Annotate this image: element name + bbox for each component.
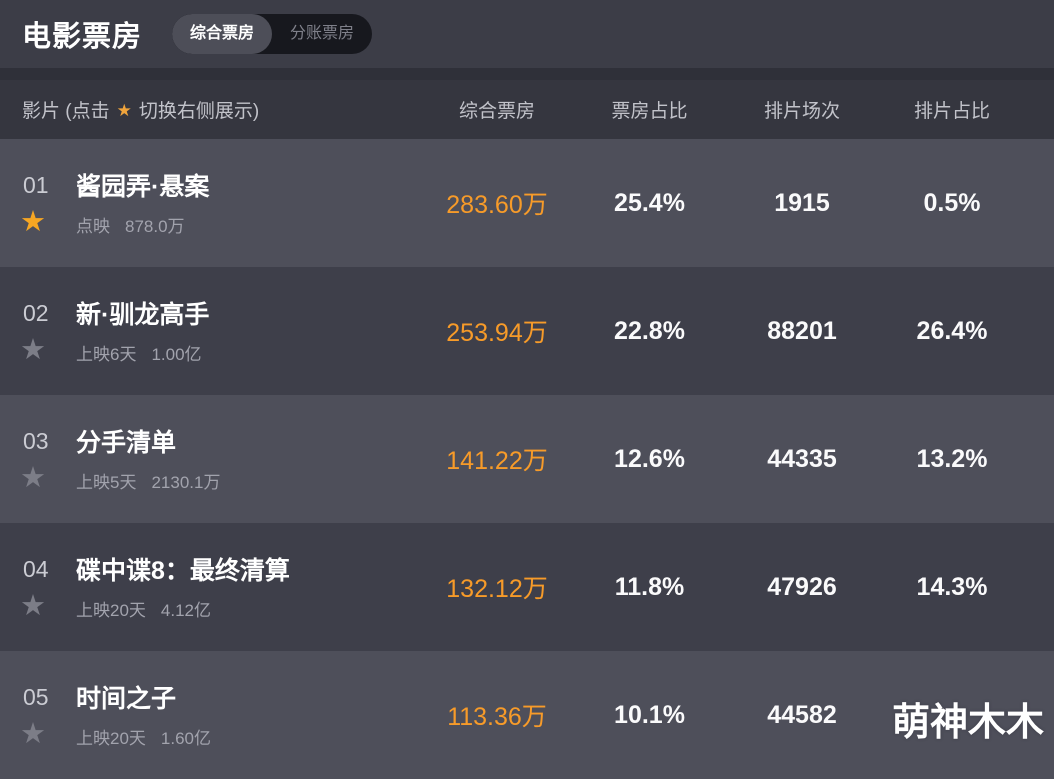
column-header-screenings: 排片场次 <box>763 101 840 122</box>
cell-screening-share: 0.5% <box>923 188 981 217</box>
table-row[interactable]: 03 ★ 分手清单 上映5天 2130.1万 141.22万 12.6% 443… <box>0 395 1054 523</box>
film-title: 新·驯龙高手 <box>76 300 210 329</box>
star-icon: ★ <box>116 101 132 120</box>
rank-label: 01 <box>23 172 49 198</box>
star-toggle-icon[interactable]: ★ <box>20 718 46 750</box>
column-header-film: 影片 (点击 ★ 切换右侧展示) <box>0 96 422 123</box>
cell-box-office: 253.94万 <box>446 319 548 347</box>
cell-box-share: 22.8% <box>614 316 685 345</box>
rank-label: 03 <box>23 428 49 454</box>
film-cell: 03 ★ 分手清单 上映5天 2130.1万 <box>0 425 422 493</box>
cell-box-office: 132.12万 <box>446 575 548 603</box>
release-status: 上映20天 <box>76 728 146 748</box>
column-header-box-office: 综合票房 <box>458 101 535 122</box>
film-info: 酱园弄·悬案 点映 878.0万 <box>76 170 209 237</box>
tab-composite-box-office[interactable]: 综合票房 <box>172 14 273 54</box>
cell-screening-share: 26.4% <box>916 316 988 345</box>
box-office-type-toggle: 综合票房 分账票房 <box>172 14 373 54</box>
total-gross: 878.0万 <box>125 216 185 236</box>
cell-screenings: 1915 <box>774 188 830 217</box>
rank-star-block: 03 ★ <box>20 425 76 493</box>
cell-box-office: 283.60万 <box>446 191 548 219</box>
cell-box-share: 11.8% <box>614 572 685 601</box>
rank-star-block: 05 ★ <box>20 681 76 749</box>
film-info: 新·驯龙高手 上映6天 1.00亿 <box>76 298 209 365</box>
release-status: 上映6天 <box>76 344 137 364</box>
column-header-screening-share: 排片占比 <box>913 101 990 122</box>
release-status: 上映5天 <box>76 472 137 492</box>
film-cell: 05 ★ 时间之子 上映20天 1.60亿 <box>0 681 422 749</box>
cell-box-share: 25.4% <box>614 188 685 217</box>
cell-box-office: 141.22万 <box>446 447 548 475</box>
cell-box-office: 113.36万 <box>447 703 547 731</box>
cell-screenings: 47926 <box>767 572 837 601</box>
cell-box-share: 10.1% <box>614 700 685 729</box>
star-toggle-icon[interactable]: ★ <box>20 206 46 238</box>
film-title: 分手清单 <box>76 428 177 457</box>
film-header-text-pre: 影片 (点击 <box>22 101 110 122</box>
film-cell: 04 ★ 碟中谍8：最终清算 上映20天 4.12亿 <box>0 553 422 621</box>
cell-screening-share: 13.2% <box>916 444 988 473</box>
film-title: 碟中谍8：最终清算 <box>76 556 290 585</box>
cell-screenings: 44582 <box>767 700 837 729</box>
table-row[interactable]: 02 ★ 新·驯龙高手 上映6天 1.00亿 253.94万 22.8% 882… <box>0 267 1054 395</box>
film-title: 时间之子 <box>76 684 177 713</box>
total-gross: 1.60亿 <box>160 728 212 748</box>
film-info: 分手清单 上映5天 2130.1万 <box>76 426 220 493</box>
release-status: 点映 <box>76 216 110 236</box>
film-header-text-post: 切换右侧展示) <box>138 101 260 122</box>
rank-label: 02 <box>23 300 49 326</box>
tab-split-box-office[interactable]: 分账票房 <box>272 14 372 54</box>
header-divider <box>0 68 1054 80</box>
table-row[interactable]: 01 ★ 酱园弄·悬案 点映 878.0万 283.60万 25.4% 1915… <box>0 139 1054 267</box>
rank-star-block: 01 ★ <box>20 169 76 237</box>
cell-screenings: 44335 <box>767 444 837 473</box>
total-gross: 4.12亿 <box>160 600 212 620</box>
star-toggle-icon[interactable]: ★ <box>20 590 46 622</box>
release-status: 上映20天 <box>76 600 146 620</box>
table-header: 影片 (点击 ★ 切换右侧展示) 综合票房 票房占比 排片场次 排片占比 <box>0 80 1054 139</box>
page-title: 电影票房 <box>22 21 143 53</box>
rank-label: 05 <box>23 684 49 710</box>
star-toggle-icon[interactable]: ★ <box>20 334 46 366</box>
total-gross: 1.00亿 <box>151 344 202 364</box>
page-header: 电影票房 综合票房 分账票房 <box>0 0 1054 68</box>
film-cell: 02 ★ 新·驯龙高手 上映6天 1.00亿 <box>0 297 422 365</box>
table-row[interactable]: 05 ★ 时间之子 上映20天 1.60亿 113.36万 10.1% 4458… <box>0 651 1054 779</box>
table-row[interactable]: 04 ★ 碟中谍8：最终清算 上映20天 4.12亿 132.12万 11.8%… <box>0 523 1054 651</box>
cell-screening-share: 14.3% <box>916 572 988 601</box>
film-info: 碟中谍8：最终清算 上映20天 4.12亿 <box>76 554 290 621</box>
cell-screenings: 88201 <box>767 316 837 345</box>
star-toggle-icon[interactable]: ★ <box>20 462 46 494</box>
total-gross: 2130.1万 <box>151 472 221 492</box>
rank-star-block: 04 ★ <box>20 553 76 621</box>
film-title: 酱园弄·悬案 <box>76 172 210 201</box>
rank-star-block: 02 ★ <box>20 297 76 365</box>
film-cell: 01 ★ 酱园弄·悬案 点映 878.0万 <box>0 169 422 237</box>
rank-label: 04 <box>23 556 49 582</box>
column-header-box-share: 票房占比 <box>611 101 688 122</box>
cell-box-share: 12.6% <box>614 444 685 473</box>
film-info: 时间之子 上映20天 1.60亿 <box>76 682 211 749</box>
